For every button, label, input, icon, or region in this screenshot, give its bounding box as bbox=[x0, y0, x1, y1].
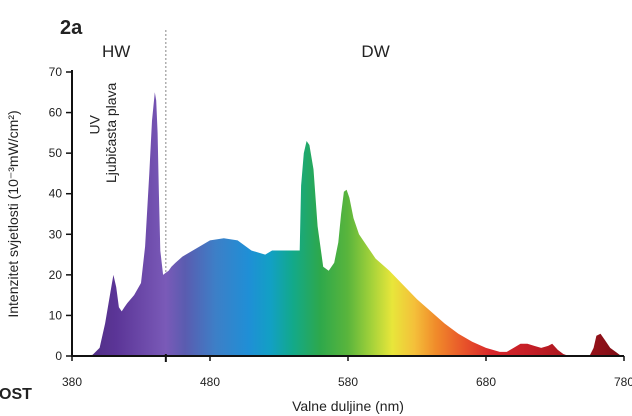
band-label: UV bbox=[87, 114, 103, 134]
band-labels: UV Ljubičasta plava bbox=[87, 82, 120, 183]
y-tick-label: 0 bbox=[55, 349, 62, 363]
spectrum-area bbox=[85, 92, 625, 357]
region-label: HW bbox=[102, 42, 130, 61]
x-tick-label: 580 bbox=[338, 375, 358, 389]
y-axis-label: Intenzitet svjetlosti (10⁻³mW/cm²) bbox=[5, 110, 21, 317]
y-tick-label: 40 bbox=[49, 187, 63, 201]
region-labels: HW DW bbox=[102, 42, 390, 61]
y-tick-label: 70 bbox=[49, 65, 63, 79]
band-label: Ljubičasta plava bbox=[103, 82, 119, 183]
x-tick-label: 680 bbox=[476, 375, 496, 389]
y-tick-label: 30 bbox=[49, 227, 63, 241]
x-tick-label: 780 bbox=[614, 375, 632, 389]
y-tick-label: 10 bbox=[49, 308, 63, 322]
x-ticks: 380 480 580 680 780 bbox=[62, 356, 632, 389]
y-tick-label: 20 bbox=[49, 268, 63, 282]
y-tick-label: 60 bbox=[49, 106, 63, 120]
x-axis-label: Valne duljine (nm) bbox=[292, 398, 404, 414]
panel-label: 2a bbox=[60, 17, 83, 39]
region-label: DW bbox=[361, 42, 389, 61]
corner-text-fragment: OST bbox=[0, 386, 32, 403]
y-ticks: 0 10 20 30 40 50 60 70 bbox=[49, 65, 72, 363]
x-tick-label: 380 bbox=[62, 375, 82, 389]
y-tick-label: 50 bbox=[49, 146, 63, 160]
x-tick-label: 480 bbox=[200, 375, 220, 389]
